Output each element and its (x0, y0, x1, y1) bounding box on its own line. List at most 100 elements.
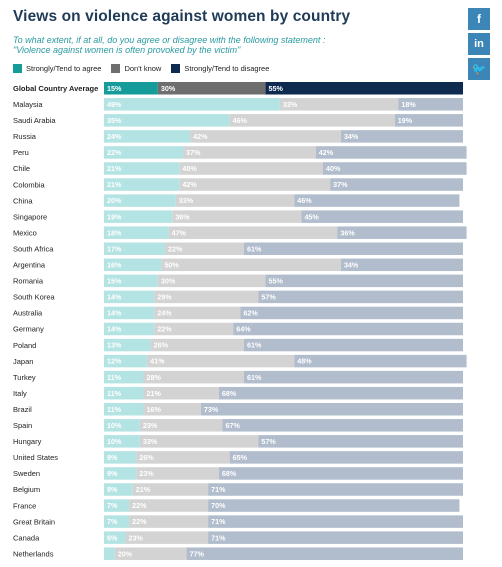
bar-row-sweden: Sweden 9% 23% 68% (13, 467, 463, 480)
bar-segment-dontknow (172, 210, 302, 223)
bar-segment-agree (104, 290, 155, 304)
data-label-agree: 11% (107, 389, 122, 398)
bar-segment-disagree (258, 435, 463, 448)
legend-item-agree: Strongly/Tend to agree (13, 64, 101, 73)
data-label-disagree: 36% (340, 228, 355, 237)
bar-segment-disagree (208, 483, 463, 496)
bar-segment-agree (104, 162, 180, 175)
bar-segment-disagree (265, 82, 463, 95)
bar-segment-disagree (337, 226, 467, 239)
bar-segment-agree (104, 210, 173, 223)
bar-segment-agree (104, 114, 230, 127)
data-label-dontknow: 22% (132, 501, 147, 510)
category-label: Germany (13, 325, 44, 334)
bar-segment-agree (104, 322, 155, 336)
data-label-dontknow: 29% (157, 293, 172, 302)
bar-segment-agree (104, 467, 137, 480)
bar-segment-dontknow (179, 162, 323, 175)
bar-segment-agree (104, 194, 176, 207)
legend-swatch-agree (13, 64, 22, 73)
bar-segment-disagree (244, 242, 463, 255)
chart-title: Views on violence against women by count… (13, 8, 351, 25)
data-label-dontknow: 33% (283, 100, 298, 109)
data-label-disagree: 37% (333, 180, 348, 189)
bar-segment-dontknow (157, 274, 266, 288)
bar-segment-agree (104, 82, 158, 95)
data-label-dontknow: 40% (182, 164, 197, 173)
data-label-agree: 13% (107, 341, 122, 350)
bar-row-brazil: Brazil 11% 16% 73% (13, 403, 463, 416)
category-label: China (13, 196, 33, 205)
data-label-dontknow: 46% (233, 116, 248, 125)
data-label-agree: 16% (107, 260, 122, 269)
bar-row-china: China 20% 33% 46% (13, 194, 460, 207)
bar-segment-agree (104, 386, 144, 400)
data-label-disagree: 71% (211, 485, 226, 494)
bar-segment-agree (104, 98, 280, 111)
bar-segment-disagree (294, 354, 467, 368)
bar-segment-agree (104, 483, 133, 496)
bar-segment-disagree (208, 499, 460, 512)
data-label-dontknow: 42% (182, 180, 197, 189)
bar-segment-disagree (244, 338, 463, 352)
linkedin-share-button[interactable]: in (468, 33, 490, 55)
data-label-disagree: 77% (190, 549, 205, 558)
data-label-disagree: 34% (344, 260, 359, 269)
data-label-dontknow: 28% (146, 373, 161, 382)
data-label-dontknow: 20% (118, 549, 133, 558)
category-label: Russia (13, 132, 37, 141)
data-label-agree: 14% (107, 309, 122, 318)
category-label: Hungary (13, 437, 42, 446)
bar-segment-disagree (330, 178, 463, 191)
bar-row-argentina: Argentina 16% 50% 34% (13, 258, 463, 272)
data-label-dontknow: 22% (132, 517, 147, 526)
legend-swatch-dontknow (111, 64, 121, 73)
data-label-dontknow: 23% (129, 533, 144, 542)
data-label-agree: 22% (107, 148, 122, 157)
bar-row-russia: Russia 24% 42% 34% (13, 130, 463, 143)
twitter-share-button[interactable]: 🐦 (468, 58, 490, 80)
bar-row-germany: Germany 14% 22% 64% (13, 322, 463, 336)
legend-label-dontknow: Don't know (124, 64, 162, 73)
data-label-dontknow: 33% (179, 196, 194, 205)
bar-segment-agree (104, 531, 126, 544)
data-label-disagree: 19% (398, 116, 413, 125)
category-label: Romania (13, 277, 44, 286)
data-label-agree: 6% (107, 533, 118, 542)
data-label-dontknow: 22% (168, 244, 183, 253)
data-label-agree: 17% (107, 244, 122, 253)
bar-segment-dontknow (139, 435, 259, 448)
bar-row-italy: Italy 11% 21% 68% (13, 386, 463, 400)
data-label-disagree: 71% (211, 533, 226, 542)
data-label-disagree: 57% (261, 437, 276, 446)
data-label-disagree: 45% (304, 212, 319, 221)
bar-segment-disagree (340, 258, 463, 272)
data-label-dontknow: 30% (161, 276, 176, 285)
bar-row-mexico: Mexico 18% 47% 36% (13, 226, 467, 239)
bar-row-peru: Peru 22% 37% 42% (13, 146, 467, 159)
data-label-dontknow: 26% (154, 341, 169, 350)
data-label-agree: 10% (107, 437, 122, 446)
data-label-dontknow: 41% (150, 357, 165, 366)
bar-segment-dontknow (129, 499, 209, 512)
bar-segment-disagree (218, 386, 463, 400)
facebook-share-button[interactable]: f (468, 8, 490, 30)
social-share-bar: f in 🐦 (468, 8, 490, 83)
bar-segment-dontknow (147, 354, 295, 368)
bar-segment-disagree (315, 146, 467, 159)
bar-segment-dontknow (182, 146, 316, 159)
data-label-agree: 15% (107, 84, 122, 93)
data-label-agree: 14% (107, 293, 122, 302)
data-label-disagree: 61% (247, 244, 262, 253)
bar-segment-dontknow (190, 130, 341, 143)
data-label-agree: 12% (107, 357, 122, 366)
bar-row-singapore: Singapore 19% 36% 45% (13, 210, 463, 223)
category-label: Mexico (13, 228, 37, 237)
data-label-dontknow: 42% (193, 132, 208, 141)
data-label-disagree: 42% (319, 148, 334, 157)
data-label-dontknow: 33% (143, 437, 158, 446)
data-label-dontknow: 24% (157, 309, 172, 318)
category-label: Malaysia (13, 100, 43, 109)
bar-segment-agree (104, 435, 140, 448)
